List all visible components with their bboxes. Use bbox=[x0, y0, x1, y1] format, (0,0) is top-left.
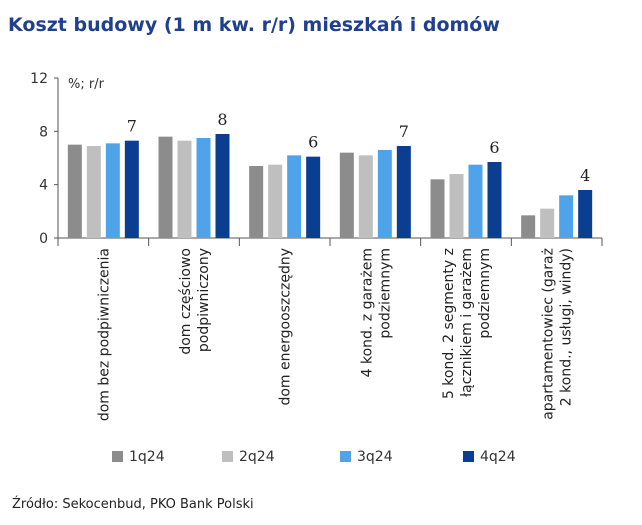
data-label: 7 bbox=[399, 122, 409, 141]
legend-item-3q24: 3q24 bbox=[340, 449, 393, 465]
legend-item-4q24: 4q24 bbox=[463, 449, 516, 465]
bar-1q24-0 bbox=[67, 144, 82, 238]
bar-4q24-0 bbox=[124, 140, 139, 238]
data-label: 8 bbox=[217, 110, 227, 129]
bar-1q24-3 bbox=[339, 152, 354, 238]
bar-4q24-3 bbox=[396, 146, 411, 238]
y-unit-label: %; r/r bbox=[68, 77, 105, 92]
data-label: 4 bbox=[580, 166, 590, 185]
legend-swatch-4q24 bbox=[463, 451, 474, 462]
bar-4q24-4 bbox=[487, 162, 502, 238]
source-note: Źródło: Sekocenbud, PKO Bank Polski bbox=[12, 497, 254, 512]
bar-2q24-5 bbox=[540, 208, 555, 238]
bar-2q24-4 bbox=[449, 174, 464, 238]
y-tick-label: 4 bbox=[39, 178, 48, 194]
y-tick-label: 8 bbox=[39, 124, 48, 140]
bar-3q24-0 bbox=[105, 143, 120, 238]
legend-label-3q24: 3q24 bbox=[357, 449, 393, 465]
x-category-label: dom częściowo bbox=[178, 248, 194, 355]
data-label: 7 bbox=[127, 117, 137, 136]
x-category-label: podziemnym bbox=[377, 248, 393, 339]
bar-3q24-1 bbox=[196, 138, 211, 238]
x-category-label: dom energooszczędny bbox=[278, 248, 294, 406]
bar-2q24-0 bbox=[86, 146, 101, 238]
x-category-label: 5 kond. 2 segmenty z bbox=[441, 248, 457, 399]
legend-swatch-2q24 bbox=[222, 451, 233, 462]
bar-1q24-2 bbox=[249, 166, 264, 238]
bar-3q24-2 bbox=[287, 155, 302, 238]
y-tick-label: 0 bbox=[39, 231, 48, 247]
bar-4q24-5 bbox=[578, 190, 593, 238]
x-category-label: 2 kond., usługi, windy) bbox=[559, 248, 575, 406]
x-category-label: podpiwniczony bbox=[196, 248, 212, 352]
bar-2q24-2 bbox=[268, 164, 283, 238]
legend-label-1q24: 1q24 bbox=[129, 449, 165, 465]
legend-label-2q24: 2q24 bbox=[239, 449, 275, 465]
x-category-label: 4 kond. z garażem bbox=[359, 248, 375, 377]
bar-2q24-3 bbox=[358, 155, 373, 238]
x-category-label: podziemnym bbox=[477, 248, 493, 339]
bar-4q24-1 bbox=[215, 134, 230, 238]
bar-3q24-4 bbox=[468, 164, 483, 238]
legend-item-1q24: 1q24 bbox=[112, 449, 165, 465]
legend-swatch-1q24 bbox=[112, 451, 123, 462]
bar-3q24-3 bbox=[377, 150, 392, 238]
bar-1q24-4 bbox=[430, 179, 445, 238]
legend-label-4q24: 4q24 bbox=[480, 449, 516, 465]
data-label: 6 bbox=[489, 138, 499, 157]
legend-swatch-3q24 bbox=[340, 451, 351, 462]
bar-1q24-1 bbox=[158, 136, 173, 238]
y-tick-label: 12 bbox=[30, 71, 48, 87]
data-label: 6 bbox=[308, 133, 318, 152]
x-category-label: łącznikiem i garażem bbox=[459, 248, 475, 397]
bar-3q24-5 bbox=[559, 195, 574, 238]
chart-title: Koszt budowy (1 m kw. r/r) mieszkań i do… bbox=[8, 14, 500, 36]
x-category-label: apartamentowiec (garaż bbox=[541, 248, 557, 420]
bar-4q24-2 bbox=[306, 156, 321, 238]
legend-item-2q24: 2q24 bbox=[222, 449, 275, 465]
x-category-label: dom bez podpiwniczenia bbox=[96, 248, 112, 421]
bar-1q24-5 bbox=[521, 215, 536, 238]
bar-2q24-1 bbox=[177, 140, 192, 238]
